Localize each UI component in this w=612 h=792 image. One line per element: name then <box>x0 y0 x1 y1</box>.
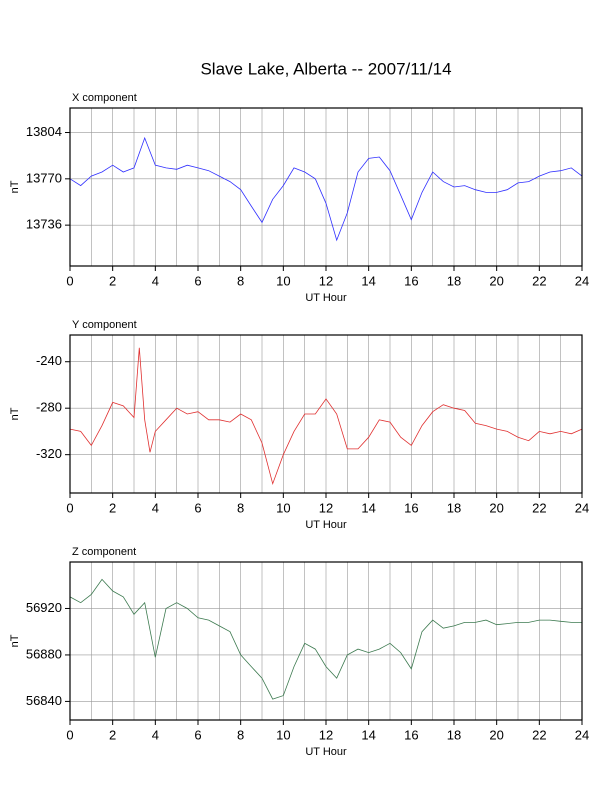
data-line <box>69 136 583 242</box>
x-tick-label: 20 <box>489 273 503 288</box>
x-tick-label: 8 <box>237 727 244 742</box>
x-tick-label: 8 <box>237 500 244 515</box>
plot-frame <box>69 334 583 494</box>
x-tick-label: 8 <box>237 273 244 288</box>
y-axis-label: nT <box>9 634 21 647</box>
x-axis-label: UT Hour <box>305 292 347 304</box>
x-tick-label: 24 <box>575 273 589 288</box>
y-tick-label: -280 <box>36 400 62 415</box>
x-tick-label: 6 <box>194 500 201 515</box>
x-tick-label: 14 <box>361 500 375 515</box>
x-tick-label: 18 <box>447 273 461 288</box>
x-tick-label: 24 <box>575 500 589 515</box>
x-tick-label: 10 <box>276 273 290 288</box>
y-axis-label: nT <box>9 180 21 193</box>
y-tick-label: 56840 <box>26 693 62 708</box>
x-tick-label: 16 <box>404 273 418 288</box>
x-tick-label: 6 <box>194 273 201 288</box>
x-axis-label: UT Hour <box>305 746 347 758</box>
x-tick-label: 10 <box>276 727 290 742</box>
x-tick-label: 22 <box>532 727 546 742</box>
y-tick-label: 56920 <box>26 600 62 615</box>
x-tick-label: 22 <box>532 273 546 288</box>
y-axis-label: nT <box>9 407 21 420</box>
x-tick-label: 2 <box>109 727 116 742</box>
panel-title: Z component <box>72 546 136 558</box>
x-tick-label: 16 <box>404 727 418 742</box>
x-tick-label: 18 <box>447 500 461 515</box>
page-title: Slave Lake, Alberta -- 2007/11/14 <box>200 59 451 78</box>
x-tick-label: 12 <box>319 727 333 742</box>
x-tick-label: 12 <box>319 273 333 288</box>
data-line <box>69 578 582 700</box>
x-tick-label: 4 <box>152 727 159 742</box>
x-tick-label: 20 <box>489 500 503 515</box>
y-tick-label: -240 <box>36 353 62 368</box>
x-tick-label: 2 <box>109 273 116 288</box>
plot-frame <box>69 107 583 267</box>
x-tick-label: 10 <box>276 500 290 515</box>
x-tick-label: 0 <box>66 727 73 742</box>
x-tick-label: 12 <box>319 500 333 515</box>
x-tick-label: 22 <box>532 500 546 515</box>
x-tick-label: 14 <box>361 273 375 288</box>
panel-title: X component <box>72 92 137 104</box>
data-line <box>69 347 583 486</box>
y-tick-label: 13804 <box>26 124 62 139</box>
y-tick-label: 13736 <box>26 217 62 232</box>
x-tick-label: 24 <box>575 727 589 742</box>
x-axis-label: UT Hour <box>305 519 347 531</box>
plot-frame <box>69 561 583 721</box>
x-tick-label: 0 <box>66 273 73 288</box>
y-tick-label: 13770 <box>26 170 62 185</box>
x-tick-label: 4 <box>152 500 159 515</box>
y-tick-label: -320 <box>36 446 62 461</box>
x-tick-label: 18 <box>447 727 461 742</box>
x-tick-label: 16 <box>404 500 418 515</box>
y-tick-label: 56880 <box>26 646 62 661</box>
x-tick-label: 2 <box>109 500 116 515</box>
x-tick-label: 14 <box>361 727 375 742</box>
panel-title: Y component <box>72 319 137 331</box>
x-tick-label: 6 <box>194 727 201 742</box>
x-tick-label: 0 <box>66 500 73 515</box>
x-tick-label: 4 <box>152 273 159 288</box>
x-tick-label: 20 <box>489 727 503 742</box>
